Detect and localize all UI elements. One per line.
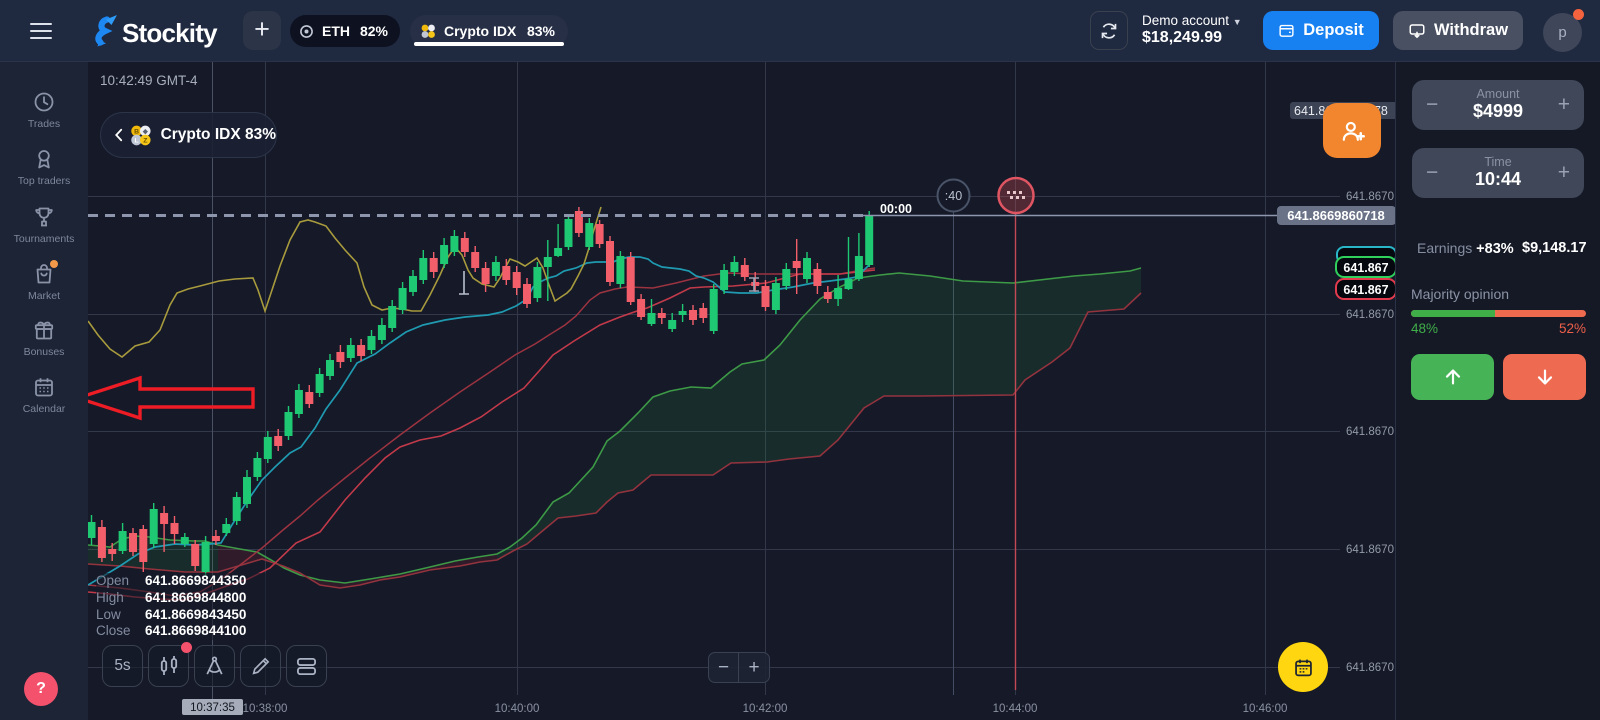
svg-text:B: B	[134, 128, 139, 135]
svg-text:641.8670: 641.8670	[1346, 544, 1394, 556]
svg-text:10:40:00: 10:40:00	[495, 703, 540, 715]
svg-text:Z: Z	[143, 137, 147, 144]
svg-text:641.867: 641.867	[1343, 283, 1388, 297]
svg-text:641.8670: 641.8670	[1346, 662, 1394, 674]
svg-text:10:42:00: 10:42:00	[743, 703, 788, 715]
svg-text::40: :40	[945, 189, 962, 203]
svg-text:10:44:00: 10:44:00	[993, 703, 1038, 715]
svg-text:641.8669860718: 641.8669860718	[1287, 208, 1385, 223]
svg-text:00:00: 00:00	[880, 202, 912, 216]
svg-text:641.8670: 641.8670	[1346, 309, 1394, 321]
svg-text:641.867: 641.867	[1343, 261, 1388, 275]
svg-text:641.8670: 641.8670	[1346, 426, 1394, 438]
svg-text:10:38:00: 10:38:00	[243, 703, 288, 715]
svg-text:L: L	[135, 137, 139, 144]
svg-text:641.8670: 641.8670	[1346, 191, 1394, 203]
svg-text:10:37:35: 10:37:35	[190, 702, 235, 714]
svg-text:10:46:00: 10:46:00	[1243, 703, 1288, 715]
svg-text:◆: ◆	[143, 128, 149, 135]
